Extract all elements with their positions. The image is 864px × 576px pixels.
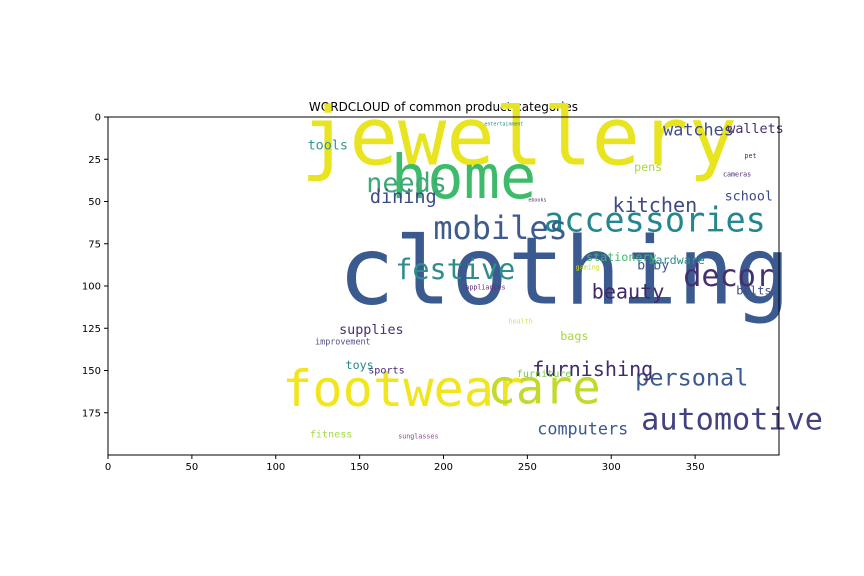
- x-tick-label: 300: [602, 462, 621, 473]
- y-tick-label: 175: [82, 408, 101, 419]
- word-hardware: hardware: [649, 253, 705, 267]
- word-pens: pens: [634, 160, 662, 174]
- x-tick-label: 0: [105, 462, 111, 473]
- word-appliances: appliances: [465, 284, 505, 292]
- y-tick-label: 100: [82, 282, 101, 293]
- word-decor: decor: [683, 259, 774, 294]
- x-tick-label: 200: [434, 462, 453, 473]
- word-entertainment: entertainment: [484, 121, 523, 127]
- plot-background: [108, 117, 779, 455]
- x-tick-label: 100: [266, 462, 285, 473]
- word-ebooks: ebooks: [528, 197, 546, 203]
- word-clothing: clothing: [338, 217, 790, 326]
- word-belts: belts: [736, 284, 771, 298]
- word-festive: festive: [395, 253, 515, 286]
- word-personal: personal: [635, 363, 748, 391]
- word-stationery: stationery: [586, 250, 656, 264]
- word-watches: watches: [663, 120, 734, 140]
- word-toys: toys: [346, 358, 374, 372]
- y-tick-label: 125: [82, 324, 101, 335]
- word-gaming: gaming: [576, 263, 600, 271]
- word-fitness: fitness: [310, 430, 353, 441]
- word-furniture: furniture: [517, 369, 572, 380]
- y-tick-label: 150: [82, 366, 101, 377]
- word-automotive: automotive: [641, 403, 823, 438]
- word-furnishing: furnishing: [532, 357, 653, 381]
- word-supplies: supplies: [339, 323, 404, 338]
- word-pet: pet: [744, 152, 756, 160]
- word-dining: dining: [370, 187, 437, 208]
- word-bags: bags: [560, 329, 588, 343]
- word-sports: sports: [368, 366, 404, 377]
- word-computers: computers: [537, 419, 628, 439]
- word-jewellery: jewellery: [301, 89, 737, 183]
- word-wallets: wallets: [727, 122, 783, 137]
- word-mobiles: mobiles: [433, 209, 567, 247]
- word-improvement: improvement: [315, 336, 370, 346]
- x-tick-label: 50: [186, 462, 199, 473]
- x-axis: 0 50 100 150 200 250 300 350: [105, 455, 705, 473]
- y-tick-label: 0: [95, 113, 101, 124]
- word-tools: tools: [308, 139, 348, 154]
- y-axis: 0 25 50 75 100 125 150 175: [82, 113, 108, 419]
- word-baby: baby: [637, 259, 669, 274]
- chart-title: WORDCLOUD of common product categories: [309, 100, 578, 114]
- word-needs: needs: [366, 168, 447, 199]
- word-home: home: [391, 143, 536, 213]
- x-tick-label: 150: [350, 462, 369, 473]
- word-sunglasses: sunglasses: [398, 432, 438, 440]
- word-kitchen: kitchen: [613, 193, 698, 217]
- word-health: health: [509, 317, 533, 325]
- word-footwear: footwear: [282, 359, 524, 418]
- word-school: school: [725, 189, 773, 204]
- word-cameras: cameras: [723, 170, 751, 178]
- y-tick-label: 50: [88, 197, 101, 208]
- x-tick-label: 250: [518, 462, 537, 473]
- y-tick-label: 75: [88, 239, 101, 250]
- word-care: care: [488, 360, 601, 415]
- y-tick-label: 25: [88, 155, 101, 166]
- word-accessories: accessories: [544, 200, 766, 239]
- word-beauty: beauty: [592, 279, 665, 303]
- x-tick-label: 350: [686, 462, 705, 473]
